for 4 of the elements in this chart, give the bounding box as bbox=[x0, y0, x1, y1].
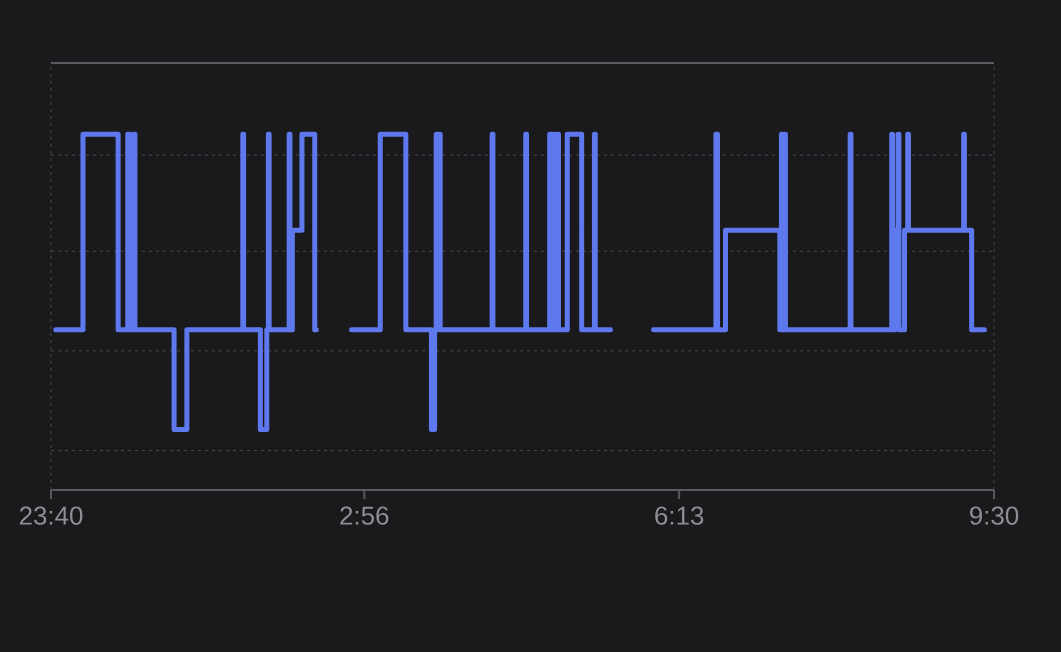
x-tick-label: 23:40 bbox=[19, 506, 83, 525]
x-tick-label: 2:56 bbox=[340, 506, 389, 525]
x-tick-label: 6:13 bbox=[655, 506, 704, 525]
x-tick-label: 9:30 bbox=[970, 506, 1019, 525]
